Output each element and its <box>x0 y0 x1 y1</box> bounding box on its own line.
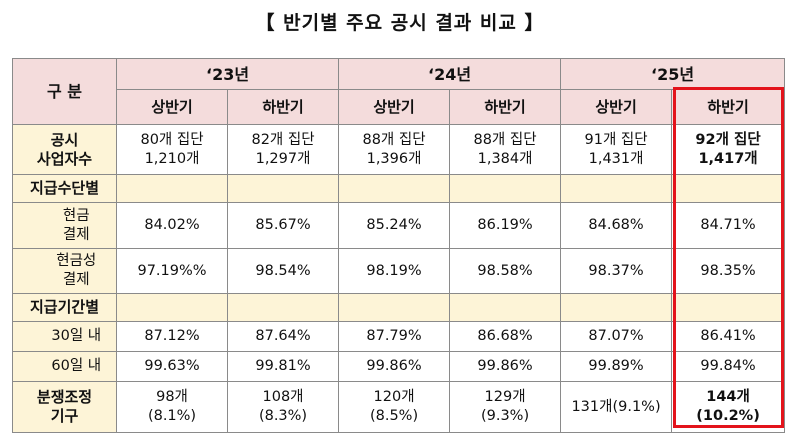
row-label-cash-equivalent: 현금성 결제 <box>36 248 118 294</box>
header-half: 상반기 <box>338 89 451 125</box>
table-cell: 86.19% <box>449 202 562 249</box>
table-cell: 129개 (9.3%) <box>449 381 562 433</box>
table-cell: 82개 집단 1,297개 <box>227 124 340 175</box>
header-year-23: ‘23년 <box>116 58 340 90</box>
section-label-payment-method: 지급수단별 <box>11 174 118 203</box>
table-cell: 98개 (8.1%) <box>116 381 229 433</box>
table-cell: 98.19% <box>338 248 451 294</box>
table-cell-highlight: 86.41% <box>671 321 786 352</box>
header-category: 구 분 <box>11 58 118 125</box>
header-half: 하반기 <box>449 89 562 125</box>
table-cell: 97.19%% <box>116 248 229 294</box>
table-cell: 131개(9.1%) <box>560 381 673 433</box>
table-cell-highlight: 144개 (10.2%) <box>671 381 786 433</box>
table-cell: 87.07% <box>560 321 673 352</box>
table-cell: 88개 집단 1,396개 <box>338 124 451 175</box>
table-cell-highlight: 92개 집단 1,417개 <box>671 124 786 175</box>
header-year-24: ‘24년 <box>338 58 562 90</box>
table-cell: 98.37% <box>560 248 673 294</box>
table-cell: 87.79% <box>338 321 451 352</box>
table-cell: 87.64% <box>227 321 340 352</box>
table-cell: 120개 (8.5%) <box>338 381 451 433</box>
row-label-dispute: 분쟁조정 기구 <box>11 381 118 433</box>
table-cell: 84.02% <box>116 202 229 249</box>
row-label-disclosure: 공시 사업자수 <box>11 124 118 175</box>
table-cell: 99.86% <box>449 351 562 382</box>
table-cell: 80개 집단 1,210개 <box>116 124 229 175</box>
table-row: 분쟁조정 기구 98개 (8.1%) 108개 (8.3%) 120개 (8.5%) … <box>11 381 786 433</box>
table-cell-highlight: 98.35% <box>671 248 786 294</box>
row-label-30days: 30일 내 <box>36 321 118 352</box>
table-cell: 108개 (8.3%) <box>227 381 340 433</box>
table-row: 60일 내 99.63% 99.81% 99.86% 99.86% 99.89%… <box>12 351 786 382</box>
header-half: 하반기 <box>227 89 340 125</box>
table-cell: 98.54% <box>227 248 340 294</box>
table-row: 공시 사업자수 80개 집단 1,210개 82개 집단 1,297개 88개 집단… <box>11 124 786 175</box>
table-cell: 99.63% <box>116 351 229 382</box>
table-row: 현금 결제 84.02% 85.67% 85.24% 86.19% 84.68%… <box>12 202 786 249</box>
section-row: 지급수단별 <box>11 174 786 203</box>
section-row: 지급기간별 <box>11 293 786 322</box>
table-cell-highlight: 84.71% <box>671 202 786 249</box>
table-cell: 99.89% <box>560 351 673 382</box>
table-row: 30일 내 87.12% 87.64% 87.79% 86.68% 87.07%… <box>12 321 786 352</box>
header-half: 하반기 <box>671 89 786 125</box>
table-cell-highlight: 99.84% <box>671 351 786 382</box>
table-cell: 87.12% <box>116 321 229 352</box>
comparison-table: 구 분 ‘23년 ‘24년 ‘25년 상반기 하반기 상반기 하반기 상반기 하… <box>11 58 786 433</box>
table-cell: 86.68% <box>449 321 562 352</box>
table-cell: 99.81% <box>227 351 340 382</box>
row-label-cash: 현금 결제 <box>36 202 118 249</box>
table-cell: 85.24% <box>338 202 451 249</box>
section-label-payment-period: 지급기간별 <box>11 293 118 322</box>
table-cell: 84.68% <box>560 202 673 249</box>
row-label-60days: 60일 내 <box>36 351 118 382</box>
table-cell: 98.58% <box>449 248 562 294</box>
table-cell: 88개 집단 1,384개 <box>449 124 562 175</box>
table-cell: 99.86% <box>338 351 451 382</box>
header-half: 상반기 <box>560 89 673 125</box>
table-cell: 91개 집단 1,431개 <box>560 124 673 175</box>
table-cell: 85.67% <box>227 202 340 249</box>
header-year-25: ‘25년 <box>560 58 786 90</box>
header-half: 상반기 <box>116 89 229 125</box>
table-row: 현금성 결제 97.19%% 98.54% 98.19% 98.58% 98.3… <box>12 248 786 294</box>
page-title: 【 반기별 주요 공시 결과 비교 】 <box>255 12 545 34</box>
